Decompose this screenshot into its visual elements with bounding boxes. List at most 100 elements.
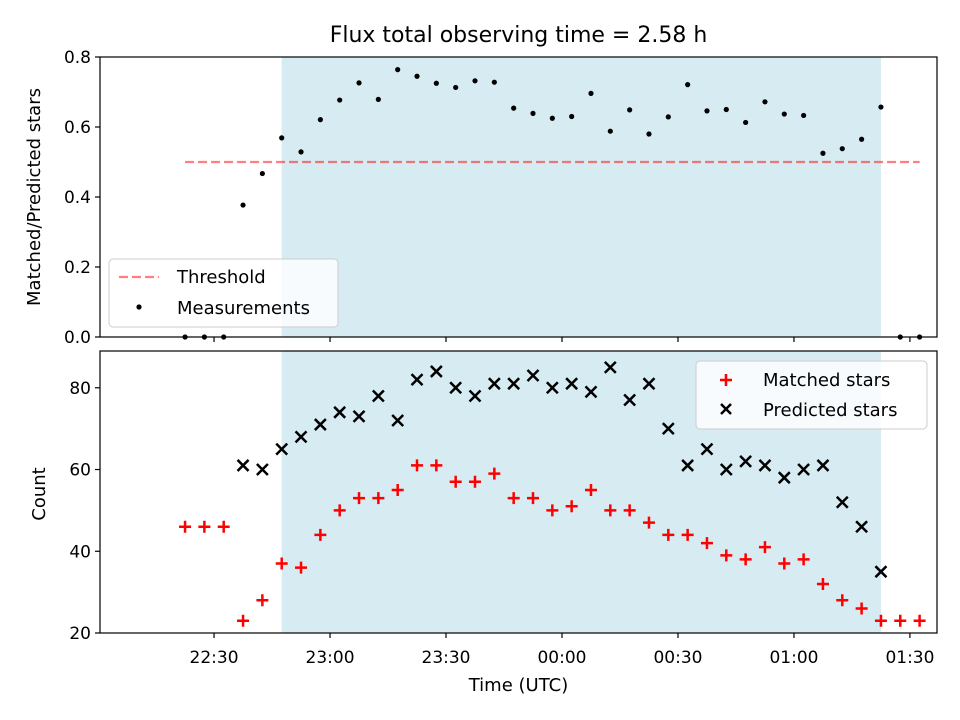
measurement-point bbox=[878, 104, 884, 110]
matched-point bbox=[546, 504, 559, 517]
matched-point bbox=[604, 504, 617, 517]
bottom-y-axis-label: Count bbox=[29, 467, 50, 520]
bottom-y-tick-label: 20 bbox=[69, 624, 91, 644]
top-y-tick-label: 0.0 bbox=[64, 328, 91, 348]
bottom-y-tick-label: 40 bbox=[69, 542, 91, 562]
top-y-axis-label: Matched/Predicted stars bbox=[24, 88, 45, 306]
bottom-x-tick-label: 23:30 bbox=[422, 648, 471, 668]
matched-point bbox=[681, 528, 694, 541]
bottom-legend-box bbox=[695, 360, 928, 430]
matched-point bbox=[217, 520, 230, 533]
bottom-x-ticks: 22:30 23:00 23:30 00:00 00:30 01:00 01:30 bbox=[190, 633, 934, 668]
top-y-ticks: 0.0 0.2 0.4 0.6 0.8 bbox=[64, 48, 100, 348]
top-y-tick-label: 0.8 bbox=[64, 48, 91, 68]
predicted-point bbox=[700, 442, 714, 456]
predicted-point bbox=[545, 381, 559, 395]
matched-point bbox=[198, 520, 211, 533]
measurement-point bbox=[704, 108, 710, 114]
measurement-point bbox=[414, 73, 420, 79]
predicted-point bbox=[681, 459, 695, 472]
measurements-legend-swatch bbox=[136, 304, 142, 310]
matched-points bbox=[179, 459, 926, 627]
matched-point bbox=[913, 614, 926, 627]
predicted-point bbox=[661, 422, 675, 436]
top-x-ticks bbox=[213, 337, 911, 342]
predicted-point bbox=[449, 381, 463, 395]
matched-point bbox=[758, 541, 771, 554]
matched-point bbox=[662, 528, 675, 541]
top-y-tick-label: 0.4 bbox=[64, 188, 91, 208]
measurement-point bbox=[781, 111, 787, 117]
predicted-points bbox=[236, 360, 888, 579]
predicted-point bbox=[758, 459, 772, 472]
measurement-point bbox=[511, 105, 517, 111]
predicted-point bbox=[275, 442, 289, 456]
bottom-x-tick-label: 22:30 bbox=[190, 648, 239, 668]
predicted-point bbox=[816, 459, 830, 472]
matched-point bbox=[179, 520, 192, 533]
matched-point bbox=[565, 500, 578, 513]
matched-point bbox=[642, 516, 655, 529]
predicted-point bbox=[468, 389, 482, 403]
matched-point bbox=[797, 553, 810, 566]
measurement-point bbox=[337, 97, 343, 103]
predicted-point bbox=[236, 459, 250, 472]
matched-legend-swatch bbox=[720, 374, 732, 386]
matched-point bbox=[314, 528, 327, 541]
predicted-point bbox=[642, 377, 656, 391]
bottom-y-tick-label: 80 bbox=[69, 379, 91, 399]
top-y-tick-label: 0.6 bbox=[64, 118, 91, 138]
predicted-point bbox=[797, 463, 811, 476]
measurement-point bbox=[259, 170, 265, 177]
bottom-y-tick-label: 60 bbox=[69, 461, 91, 481]
matched-point bbox=[488, 467, 501, 480]
measurement-point bbox=[472, 78, 478, 84]
matched-point bbox=[391, 483, 404, 496]
matched-point bbox=[855, 602, 868, 615]
predicted-point bbox=[603, 360, 617, 374]
measurement-point bbox=[240, 202, 246, 208]
bottom-axes-frame bbox=[99, 350, 938, 634]
predicted-point bbox=[333, 405, 347, 419]
matched-point bbox=[275, 557, 288, 570]
predicted-point bbox=[584, 385, 598, 399]
predicted-point bbox=[874, 565, 888, 579]
top-y-tick-label: 0.2 bbox=[64, 258, 91, 278]
matched-point bbox=[816, 577, 829, 590]
measurement-point bbox=[820, 150, 826, 156]
measurement-point bbox=[433, 80, 439, 86]
matched-point bbox=[526, 492, 539, 505]
measurement-point bbox=[607, 128, 613, 134]
measurement-point bbox=[859, 136, 865, 142]
chart-title: Flux total observing time = 2.58 h bbox=[330, 23, 708, 48]
measurement-point bbox=[549, 115, 555, 121]
measurement-point bbox=[685, 82, 691, 88]
predicted-point bbox=[371, 389, 385, 403]
matched-point bbox=[430, 459, 443, 472]
matched-point bbox=[739, 553, 752, 566]
matched-point bbox=[237, 614, 250, 627]
matched-point bbox=[372, 492, 385, 505]
predicted-point bbox=[391, 414, 405, 427]
matched-point bbox=[623, 504, 636, 517]
matched-point bbox=[295, 561, 308, 574]
measurement-point bbox=[665, 114, 671, 120]
matched-point bbox=[700, 537, 713, 550]
matched-legend-label: Matched stars bbox=[763, 370, 890, 391]
measurement-point bbox=[588, 90, 594, 96]
bottom-x-tick-label: 23:00 bbox=[306, 648, 355, 668]
matched-point bbox=[894, 614, 907, 627]
top-legend: Threshold Measurements bbox=[108, 258, 339, 328]
matched-point bbox=[469, 475, 482, 488]
measurement-point bbox=[627, 107, 633, 113]
matched-point bbox=[778, 557, 791, 570]
measurement-point bbox=[279, 135, 285, 141]
predicted-legend-label: Predicted stars bbox=[763, 400, 897, 421]
predicted-point bbox=[835, 495, 849, 509]
predicted-point bbox=[255, 463, 269, 476]
predicted-legend-swatch bbox=[720, 403, 732, 415]
top-legend-box bbox=[108, 258, 339, 328]
predicted-point bbox=[410, 373, 424, 386]
bottom-y-ticks: 20 40 60 80 bbox=[69, 379, 100, 644]
